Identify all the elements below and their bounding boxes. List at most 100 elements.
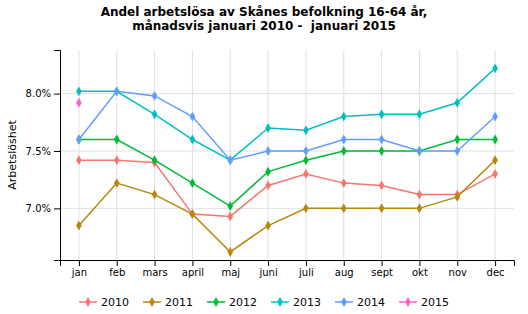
tick: april bbox=[182, 260, 204, 278]
tick: aug bbox=[335, 260, 354, 278]
marker bbox=[227, 211, 233, 221]
title-line: månadsvis januari 2010 - januari 2015 bbox=[132, 19, 396, 33]
axis-line bbox=[61, 261, 515, 267]
tick-mark bbox=[495, 260, 496, 266]
line bbox=[79, 140, 495, 207]
marker bbox=[76, 86, 82, 96]
legend-label: 2012 bbox=[229, 296, 257, 309]
legend-item: 2010 bbox=[79, 296, 129, 309]
marker bbox=[492, 135, 498, 145]
tick-label: juli bbox=[298, 267, 314, 278]
tick-label: jan bbox=[71, 267, 87, 278]
marker bbox=[492, 169, 498, 179]
tick-label: nov bbox=[449, 267, 467, 278]
marker bbox=[227, 201, 233, 211]
tick: mars bbox=[142, 260, 167, 278]
tick-mark bbox=[419, 260, 420, 266]
marker bbox=[190, 209, 196, 219]
title-line: Andel arbetslösa av Skånes befolkning 16… bbox=[101, 5, 428, 19]
legend: 2010 2011 2012 2013 2014 2015 bbox=[79, 296, 449, 309]
marker bbox=[76, 98, 82, 108]
marker bbox=[265, 146, 271, 156]
tick: 7.5% bbox=[26, 146, 60, 157]
tick-mark bbox=[155, 260, 156, 266]
tick-mark bbox=[344, 260, 345, 266]
marker bbox=[152, 109, 158, 119]
x-axis: janfebmarsaprilmajjunijuliaugseptoktnovd… bbox=[61, 260, 515, 278]
tick: maj bbox=[221, 260, 240, 278]
tick-mark bbox=[382, 260, 383, 266]
tick-label: okt bbox=[412, 267, 428, 278]
marker bbox=[379, 146, 385, 156]
legend-label: 2011 bbox=[165, 296, 193, 309]
marker bbox=[190, 209, 196, 219]
tick: 7.0% bbox=[26, 203, 60, 214]
plot: 7.0%7.5%8.0%janfebmarsaprilmajjunijuliau… bbox=[26, 50, 515, 278]
tick-label: 7.5% bbox=[26, 146, 51, 157]
marker bbox=[379, 180, 385, 190]
marker bbox=[76, 135, 82, 145]
marker bbox=[492, 112, 498, 122]
tick-label: sept bbox=[371, 267, 393, 278]
tick-mark bbox=[54, 151, 60, 152]
marker bbox=[190, 112, 196, 122]
legend-label: 2010 bbox=[101, 296, 129, 309]
marker bbox=[341, 203, 347, 213]
legend-marker bbox=[405, 297, 411, 307]
legend-item: 2011 bbox=[143, 296, 193, 309]
series bbox=[76, 135, 498, 211]
marker bbox=[265, 221, 271, 231]
marker bbox=[417, 203, 423, 213]
legend-label: 2014 bbox=[357, 296, 385, 309]
marker bbox=[379, 109, 385, 119]
marker bbox=[379, 203, 385, 213]
line bbox=[79, 91, 495, 160]
series bbox=[76, 155, 498, 257]
marker bbox=[379, 135, 385, 145]
tick-label: aug bbox=[335, 267, 354, 278]
marker bbox=[265, 180, 271, 190]
marker bbox=[417, 109, 423, 119]
legend-marker bbox=[213, 297, 219, 307]
axis-line bbox=[54, 51, 61, 261]
marker bbox=[492, 63, 498, 73]
tick-label: maj bbox=[221, 267, 240, 278]
marker bbox=[454, 98, 460, 108]
legend-item: 2015 bbox=[399, 296, 449, 309]
marker bbox=[303, 125, 309, 135]
marker bbox=[152, 91, 158, 101]
marker bbox=[114, 86, 120, 96]
marker bbox=[114, 135, 120, 145]
marks bbox=[76, 63, 498, 256]
series bbox=[76, 98, 82, 108]
tick: nov bbox=[449, 260, 467, 278]
legend-item: 2013 bbox=[271, 296, 321, 309]
line bbox=[79, 68, 495, 160]
tick-label: 8.0% bbox=[26, 88, 51, 99]
marker bbox=[303, 146, 309, 156]
legend-label: 2015 bbox=[421, 296, 449, 309]
tick-mark bbox=[192, 260, 193, 266]
marker bbox=[492, 155, 498, 165]
marker bbox=[303, 169, 309, 179]
chart: Andel arbetslösa av Skånes befolkning 16… bbox=[0, 0, 528, 314]
legend-label: 2013 bbox=[293, 296, 321, 309]
title: Andel arbetslösa av Skånes befolkning 16… bbox=[101, 5, 428, 33]
grid bbox=[60, 50, 514, 260]
line bbox=[79, 160, 495, 252]
tick-label: 7.0% bbox=[26, 203, 51, 214]
tick: sept bbox=[371, 260, 393, 278]
tick-label: april bbox=[182, 267, 204, 278]
marker bbox=[454, 146, 460, 156]
tick-mark bbox=[54, 208, 60, 209]
marker bbox=[190, 135, 196, 145]
marker bbox=[341, 178, 347, 188]
marker bbox=[454, 135, 460, 145]
grid-line bbox=[116, 50, 117, 260]
legend-item: 2014 bbox=[335, 296, 385, 309]
tick-mark bbox=[268, 260, 269, 266]
series bbox=[76, 86, 498, 165]
grid-line bbox=[495, 50, 496, 260]
marker bbox=[341, 135, 347, 145]
tick-mark bbox=[230, 260, 231, 266]
